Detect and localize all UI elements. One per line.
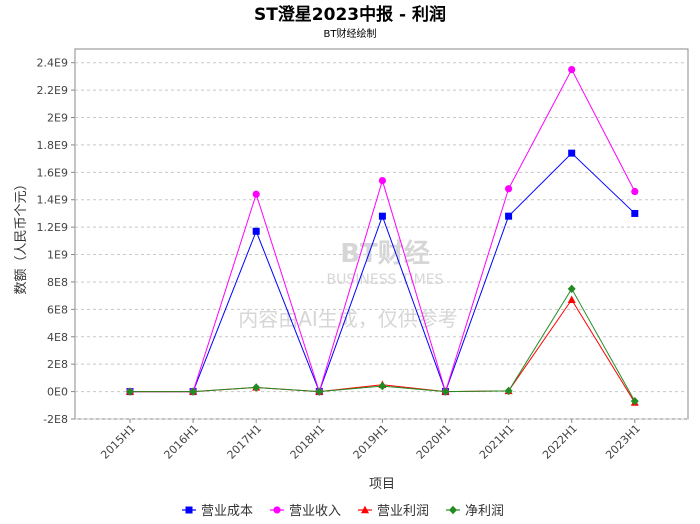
y-tick-label: 0E0 [47, 386, 68, 399]
legend-item: 营业成本 [182, 504, 253, 519]
data-point [315, 387, 324, 396]
legend-item: 营业收入 [270, 504, 341, 519]
x-axis-ticks: 2015H1 2016H1 2017H1 2018H1 2019H1 2020H1 2021… [98, 419, 643, 462]
legend-item: 营业利润 [358, 504, 429, 519]
y-tick-label: 2.2E9 [37, 84, 68, 97]
data-point [378, 176, 386, 185]
data-point [631, 187, 639, 196]
x-tick-label: 2020H1 [414, 422, 454, 462]
x-tick-label: 2016H1 [161, 422, 201, 462]
legend-label: 营业收入 [289, 504, 341, 519]
data-point [505, 185, 513, 193]
y-axis-label: 数额（人民币个元） [14, 177, 29, 294]
legend: 营业成本 营业收入 营业利润 净利润 [182, 504, 504, 519]
y-axis-ticks: -2E8 0E0 2E8 4E8 6E8 8E8 1E9 1.2E9 1.4E9 1.6E9 1.8… [37, 57, 75, 426]
x-tick-label: 2017H1 [225, 422, 265, 462]
x-tick-label: 2019H1 [351, 422, 391, 462]
data-point [189, 387, 198, 396]
data-point [504, 386, 513, 396]
x-tick-label: 2021H1 [477, 422, 517, 462]
data-point [441, 387, 450, 396]
grid-lines [75, 62, 688, 420]
data-point [505, 212, 513, 220]
data-point [568, 149, 576, 157]
series-3 [126, 284, 639, 406]
chart-subtitle: BT财经绘制 [324, 27, 377, 40]
y-tick-label: -2E8 [43, 413, 68, 426]
legend-marker [361, 505, 369, 514]
watermark: BT财经 BUSINESS TIMES 内容由AI生成，仅供参考 [238, 238, 458, 331]
y-tick-label: 2.4E9 [37, 57, 68, 70]
y-tick-label: 4E8 [47, 331, 68, 344]
data-point [252, 383, 261, 392]
x-tick-label: 2015H1 [98, 422, 138, 462]
legend-item: 净利润 [446, 504, 504, 519]
data-point [252, 227, 260, 235]
y-tick-label: 8E8 [47, 276, 68, 289]
y-tick-label: 1.8E9 [37, 139, 68, 152]
data-point [126, 387, 134, 396]
x-tick-label: 2023H1 [603, 422, 643, 462]
x-tick-label: 2022H1 [540, 422, 580, 462]
data-point [378, 212, 386, 220]
data-point [630, 396, 639, 406]
legend-marker [449, 505, 457, 515]
series-layer [126, 65, 639, 406]
data-point [567, 284, 576, 294]
legend-label: 净利润 [465, 504, 504, 519]
y-tick-label: 2E8 [47, 358, 68, 371]
y-tick-label: 1E9 [47, 249, 68, 262]
legend-label: 营业利润 [377, 504, 429, 519]
legend-marker [273, 506, 281, 514]
y-tick-label: 6E8 [47, 303, 68, 316]
y-tick-label: 1.2E9 [37, 221, 68, 234]
data-point [567, 295, 576, 303]
watermark-english: BUSINESS TIMES [327, 272, 444, 288]
y-tick-label: 1.6E9 [37, 166, 68, 179]
x-tick-label: 2018H1 [288, 422, 328, 462]
data-point [378, 381, 387, 391]
plot-area [74, 48, 689, 420]
y-tick-label: 1.4E9 [37, 194, 68, 207]
data-point [252, 190, 260, 198]
x-axis-label: 项目 [369, 477, 395, 492]
chart-title: ST澄星2023中报 - 利润 [254, 4, 446, 25]
data-point [631, 209, 639, 217]
legend-label: 营业成本 [201, 504, 253, 519]
y-tick-label: 2E9 [47, 112, 68, 125]
watermark-brand: BT财经 [340, 238, 430, 269]
legend-marker [185, 506, 193, 514]
data-point [568, 65, 576, 74]
